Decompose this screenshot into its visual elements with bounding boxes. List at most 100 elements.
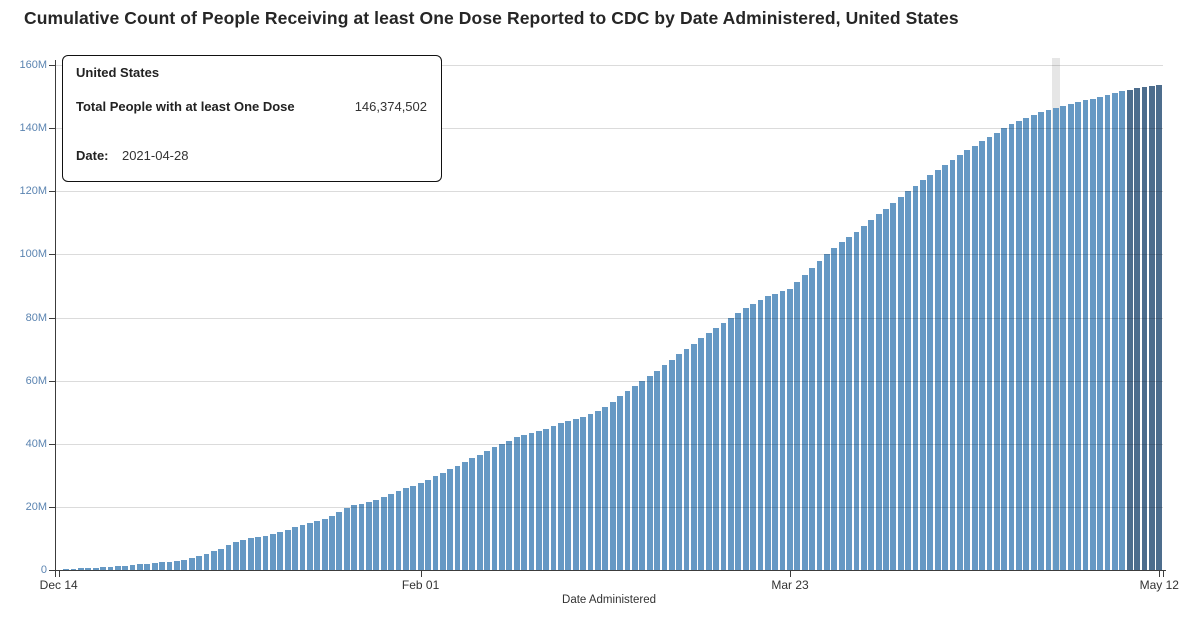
bar[interactable] bbox=[336, 511, 343, 570]
bar[interactable] bbox=[580, 416, 587, 570]
bar[interactable] bbox=[491, 447, 498, 570]
bar[interactable] bbox=[1104, 94, 1111, 570]
bar[interactable] bbox=[727, 317, 734, 570]
bar[interactable] bbox=[646, 375, 653, 570]
bar[interactable] bbox=[366, 501, 372, 570]
bar[interactable] bbox=[233, 541, 239, 570]
bar[interactable] bbox=[1089, 98, 1096, 570]
bar[interactable] bbox=[129, 565, 136, 570]
bar[interactable] bbox=[299, 524, 306, 570]
bar[interactable] bbox=[713, 327, 719, 570]
bar[interactable] bbox=[912, 185, 919, 570]
bar[interactable] bbox=[971, 145, 978, 570]
bar[interactable] bbox=[772, 293, 779, 570]
bar[interactable] bbox=[853, 231, 860, 570]
bar[interactable] bbox=[203, 553, 210, 570]
bar[interactable] bbox=[439, 472, 446, 570]
bar[interactable] bbox=[462, 462, 468, 570]
bar[interactable] bbox=[624, 391, 631, 570]
bar[interactable] bbox=[558, 422, 564, 570]
bar[interactable] bbox=[846, 237, 852, 570]
bar[interactable] bbox=[447, 469, 454, 570]
bar[interactable] bbox=[757, 299, 764, 570]
bar[interactable] bbox=[979, 141, 985, 570]
bar[interactable] bbox=[831, 248, 838, 570]
bar[interactable] bbox=[868, 219, 875, 570]
bar[interactable] bbox=[668, 359, 675, 570]
bar[interactable] bbox=[1023, 117, 1030, 570]
bar[interactable] bbox=[838, 242, 845, 570]
bar[interactable] bbox=[720, 322, 727, 570]
bar[interactable] bbox=[572, 418, 579, 570]
bar[interactable] bbox=[270, 534, 276, 570]
bar[interactable] bbox=[92, 567, 99, 570]
bar[interactable] bbox=[476, 454, 483, 570]
bar[interactable] bbox=[351, 505, 358, 570]
bar[interactable] bbox=[927, 174, 934, 570]
bar[interactable] bbox=[742, 308, 749, 570]
bar[interactable] bbox=[402, 488, 409, 570]
bar[interactable] bbox=[609, 401, 616, 570]
bar[interactable] bbox=[188, 558, 195, 570]
bar[interactable] bbox=[151, 563, 158, 570]
bar[interactable] bbox=[277, 532, 284, 570]
bar[interactable] bbox=[942, 164, 948, 570]
bar[interactable] bbox=[550, 425, 557, 570]
bar[interactable] bbox=[469, 458, 476, 570]
bar[interactable] bbox=[410, 485, 417, 570]
bar[interactable] bbox=[934, 169, 941, 570]
bar[interactable] bbox=[425, 479, 431, 570]
bar[interactable] bbox=[1060, 106, 1067, 570]
bar[interactable] bbox=[890, 202, 897, 570]
bar[interactable] bbox=[1141, 86, 1148, 570]
bar[interactable] bbox=[1001, 128, 1008, 570]
bar[interactable] bbox=[484, 451, 490, 570]
bar[interactable] bbox=[292, 527, 298, 570]
bar[interactable] bbox=[956, 155, 963, 570]
bar[interactable] bbox=[240, 540, 247, 570]
bar[interactable] bbox=[1119, 91, 1126, 570]
bar[interactable] bbox=[63, 569, 69, 570]
bar[interactable] bbox=[794, 282, 801, 570]
bar[interactable] bbox=[306, 523, 313, 570]
bar[interactable] bbox=[897, 196, 904, 570]
bar[interactable] bbox=[225, 545, 232, 570]
bar[interactable] bbox=[144, 563, 151, 570]
bar[interactable] bbox=[676, 354, 683, 570]
bar[interactable] bbox=[210, 551, 217, 570]
bar[interactable] bbox=[1149, 85, 1155, 570]
bar[interactable] bbox=[373, 499, 380, 570]
bar[interactable] bbox=[1008, 124, 1015, 570]
bar[interactable] bbox=[1126, 89, 1133, 570]
bar[interactable] bbox=[1038, 112, 1044, 570]
bar[interactable] bbox=[454, 465, 461, 570]
bar[interactable] bbox=[122, 565, 129, 570]
bar[interactable] bbox=[218, 548, 225, 570]
bar[interactable] bbox=[602, 406, 609, 570]
bar[interactable] bbox=[993, 132, 1000, 570]
bar[interactable] bbox=[499, 443, 505, 571]
bar[interactable] bbox=[860, 226, 867, 570]
bar[interactable] bbox=[380, 497, 387, 570]
bar[interactable] bbox=[114, 566, 121, 570]
bar[interactable] bbox=[587, 414, 594, 570]
bar[interactable] bbox=[816, 261, 823, 570]
bar[interactable] bbox=[70, 568, 77, 570]
bar[interactable] bbox=[521, 434, 527, 570]
bar[interactable] bbox=[964, 150, 971, 570]
bar[interactable] bbox=[1045, 109, 1052, 570]
bar[interactable] bbox=[107, 566, 114, 570]
bar[interactable] bbox=[661, 365, 668, 570]
bar[interactable] bbox=[506, 440, 513, 570]
bar[interactable] bbox=[824, 254, 830, 570]
bar[interactable] bbox=[1097, 96, 1104, 570]
bar[interactable] bbox=[1082, 100, 1089, 570]
bar[interactable] bbox=[1156, 84, 1163, 570]
bar[interactable] bbox=[654, 370, 660, 570]
bar[interactable] bbox=[875, 214, 882, 570]
bar[interactable] bbox=[639, 380, 646, 570]
bar[interactable] bbox=[735, 312, 742, 570]
bar[interactable] bbox=[196, 556, 202, 570]
bar[interactable] bbox=[905, 191, 912, 571]
